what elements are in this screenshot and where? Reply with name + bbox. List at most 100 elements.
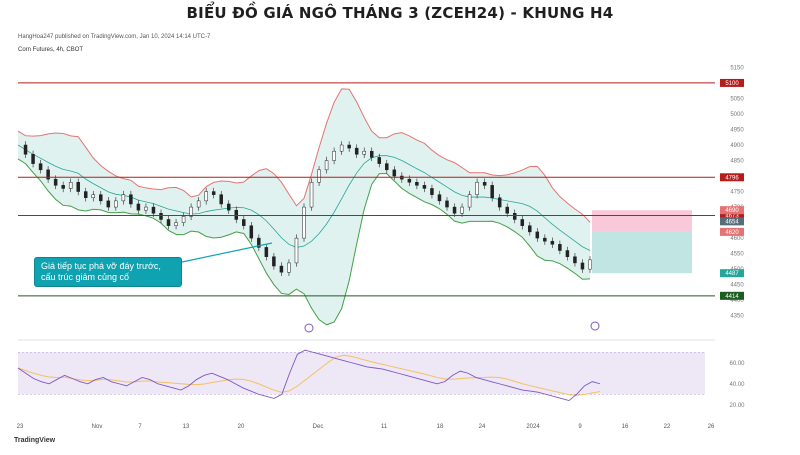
candle-body	[272, 256, 276, 267]
rsi-tick-label: 40.00	[729, 382, 745, 388]
candle-body	[61, 185, 65, 189]
price-level-badge	[720, 173, 744, 182]
published-info: HangHoa247 published on TradingView.com,…	[18, 34, 211, 40]
y-tick-label: 4550	[730, 252, 744, 258]
price-badge	[720, 227, 744, 236]
x-tick-label: 2024	[526, 424, 540, 430]
candle-body	[46, 169, 50, 180]
candle-body	[114, 200, 118, 208]
bollinger-upper	[17, 88, 591, 223]
candle-body	[558, 244, 562, 251]
candle-body	[257, 237, 261, 248]
candle-body	[332, 150, 336, 161]
candle-body	[106, 200, 111, 208]
tradingview-logo: TradingView	[14, 437, 56, 444]
y-tick-label: 5150	[730, 65, 744, 71]
candle-body	[264, 247, 269, 257]
x-tick-label: 18	[437, 424, 444, 430]
candle-body	[219, 194, 223, 205]
x-tick-label: 26	[708, 424, 715, 430]
callout-pointer	[181, 242, 273, 263]
x-tick-label: Dec	[313, 424, 324, 430]
x-tick-label: 16	[622, 424, 629, 430]
candle-body	[460, 206, 464, 214]
candle-body	[377, 157, 382, 164]
candle-body	[309, 181, 314, 208]
candle-body	[392, 169, 397, 177]
price-badge	[720, 206, 744, 215]
annotation-callout: Giá tiếp tục phá vỡ đáy trước, cấu trúc …	[34, 257, 182, 287]
candle-body	[159, 213, 163, 220]
candle-body	[23, 144, 28, 155]
candle-body	[445, 200, 449, 208]
candle-body	[287, 262, 291, 273]
price-level-badge	[720, 211, 744, 220]
candle-body	[302, 206, 306, 239]
price-badge-label: 4654	[725, 219, 739, 225]
y-tick-label: 5050	[730, 96, 744, 102]
price-level-badge	[720, 78, 744, 87]
candle-body	[543, 237, 547, 242]
price-level-label: 4414	[725, 294, 739, 300]
candle-body	[475, 181, 479, 195]
candle-body	[490, 185, 494, 199]
candle-body	[204, 191, 208, 202]
candle-body	[91, 194, 96, 199]
price-level-label: 4796	[725, 175, 739, 181]
price-badge-label: 4690	[725, 208, 739, 214]
y-tick-label: 4350	[730, 314, 744, 320]
price-level-label: 5100	[725, 81, 739, 87]
y-tick-label: 4450	[730, 283, 744, 289]
candle-body	[339, 144, 344, 152]
candle-body	[234, 209, 239, 220]
candle-body	[279, 265, 284, 273]
price-level-label: 4673	[725, 213, 739, 219]
candle-body	[144, 206, 148, 211]
candle-body	[189, 206, 193, 217]
candle-body	[520, 219, 525, 226]
candle-body	[407, 178, 412, 183]
candle-body	[535, 231, 540, 239]
bollinger-mid	[17, 144, 591, 251]
candle-body	[226, 203, 231, 211]
candle-body	[68, 181, 73, 189]
candle-body	[415, 181, 419, 186]
candle-body	[354, 147, 359, 155]
candle-body	[528, 225, 532, 233]
candle-body	[362, 150, 366, 155]
candle-body	[369, 150, 374, 158]
target-zone	[592, 231, 692, 274]
candle-body	[324, 160, 329, 171]
candle-body	[385, 163, 389, 171]
y-tick-label: 5000	[730, 112, 744, 118]
candle-body	[467, 194, 472, 208]
candle-body	[121, 194, 126, 202]
price-badge-label: 4620	[725, 230, 739, 236]
candle-body	[76, 181, 80, 192]
candle-body	[174, 222, 178, 226]
event-marker-icon	[590, 321, 600, 331]
bollinger-lower	[17, 158, 591, 326]
candle-body	[83, 191, 88, 199]
candle-body	[151, 206, 156, 214]
candle-body	[211, 191, 216, 195]
candle-body	[565, 250, 570, 257]
candle-body	[588, 259, 592, 270]
candle-body	[38, 163, 43, 171]
candle-body	[437, 194, 442, 202]
x-tick-label: 23	[17, 424, 24, 430]
candle-body	[505, 206, 509, 214]
chart-title: BIỂU ĐỒ GIÁ NGÔ THÁNG 3 (ZCEH24) - KHUNG…	[186, 4, 614, 22]
rsi-line	[17, 349, 601, 402]
rsi-moving-average	[17, 354, 601, 396]
candle-body	[166, 219, 171, 226]
candle-body	[196, 200, 201, 208]
price-badge-label: 4487	[725, 271, 739, 277]
y-tick-label: 4600	[730, 236, 744, 242]
candle-body	[99, 194, 103, 202]
candle-body	[31, 154, 35, 164]
y-tick-label: 4750	[730, 190, 744, 196]
rsi-band	[18, 352, 705, 395]
candle-body	[550, 240, 555, 245]
